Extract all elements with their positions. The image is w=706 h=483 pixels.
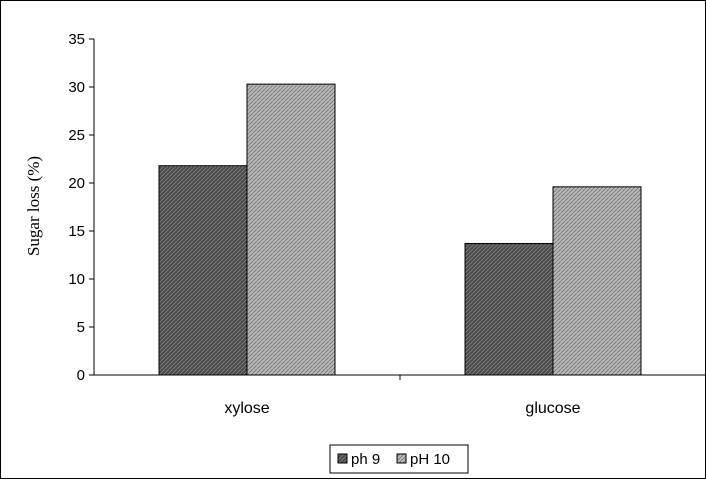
bar-glucose-ph10 <box>552 186 642 376</box>
bar-xylose-ph9 <box>158 165 248 376</box>
x-category-label: xylose <box>224 400 269 417</box>
bars <box>158 83 642 376</box>
y-tick-label: 5 <box>77 319 85 336</box>
y-tick-label: 25 <box>68 127 85 144</box>
x-axis-categories: xylose glucose <box>224 375 581 417</box>
y-tick-label: 20 <box>68 175 85 192</box>
y-tick-label: 10 <box>68 271 85 288</box>
bar-glucose-ph9 <box>464 242 554 376</box>
legend-swatch-ph10 <box>396 453 407 464</box>
legend: ph 9 pH 10 <box>329 444 469 474</box>
legend-swatch-ph9 <box>337 453 348 464</box>
y-tick-label: 30 <box>68 79 85 96</box>
y-tick-label: 35 <box>68 31 85 48</box>
x-category-label: glucose <box>525 400 580 417</box>
y-axis-ticks: 0 5 10 15 20 25 30 35 <box>68 31 94 384</box>
legend-label-ph9: ph 9 <box>351 451 380 468</box>
legend-label-ph10: pH 10 <box>410 451 450 468</box>
y-axis-label: Sugar loss (%) <box>24 156 43 256</box>
bar-xylose-ph10 <box>246 83 336 376</box>
y-tick-label: 15 <box>68 223 85 240</box>
y-tick-label: 0 <box>77 367 85 384</box>
